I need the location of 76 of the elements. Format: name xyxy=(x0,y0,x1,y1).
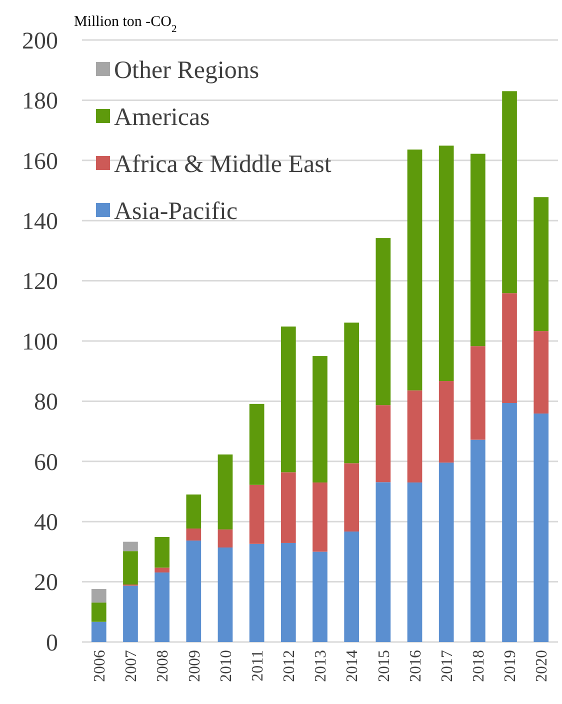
bar xyxy=(249,404,264,485)
legend-label: Americas xyxy=(114,104,210,131)
y-tick-label: 80 xyxy=(34,390,58,416)
bar xyxy=(218,454,233,530)
bar xyxy=(186,528,202,541)
bar xyxy=(312,482,328,552)
x-tick-label: 2019 xyxy=(502,650,520,682)
legend-label: Africa & Middle East xyxy=(114,150,332,178)
bar xyxy=(470,346,486,440)
x-tick-label: 2017 xyxy=(438,650,456,682)
x-tick-label: 2008 xyxy=(154,650,172,682)
legend-label: Asia-Pacific xyxy=(114,198,238,225)
bar xyxy=(376,238,391,406)
bar xyxy=(123,542,138,552)
y-tick-label: 200 xyxy=(22,28,58,54)
x-tick-label: 2006 xyxy=(92,650,108,682)
bar xyxy=(344,532,360,642)
x-tick-label: 2020 xyxy=(534,650,551,682)
bar xyxy=(376,482,391,642)
bar xyxy=(218,547,233,642)
bar xyxy=(91,622,106,642)
bar xyxy=(186,540,202,642)
x-tick-label: 2010 xyxy=(218,650,235,682)
x-tick-label: 2011 xyxy=(249,650,266,682)
y-axis-title: Million ton -CO$_{2}$ xyxy=(74,14,177,34)
bar xyxy=(344,463,360,532)
bar xyxy=(249,484,264,544)
bar xyxy=(407,150,422,390)
bar xyxy=(502,403,517,642)
y-tick-label: 40 xyxy=(34,510,58,536)
bar xyxy=(438,146,454,382)
bar xyxy=(154,536,170,568)
bar xyxy=(123,586,138,642)
bar xyxy=(312,552,328,642)
y-tick-label: 0 xyxy=(46,630,58,656)
x-tick-label: 2007 xyxy=(123,650,140,682)
x-tick-label: 2014 xyxy=(344,650,362,682)
y-tick-label: 140 xyxy=(22,209,58,235)
y-tick-label: 20 xyxy=(34,570,58,596)
bar xyxy=(438,462,454,642)
bar xyxy=(407,390,422,482)
bar xyxy=(91,589,106,603)
bar xyxy=(280,472,296,543)
x-tick-label: 2018 xyxy=(470,650,488,682)
bar xyxy=(280,542,296,642)
bar xyxy=(407,482,422,642)
bar xyxy=(344,322,360,464)
bar xyxy=(312,356,328,482)
bar xyxy=(376,405,391,482)
bar xyxy=(154,568,170,572)
x-tick-label: 2016 xyxy=(407,650,424,682)
bar xyxy=(470,154,486,346)
bar xyxy=(502,91,517,294)
y-tick-label: 160 xyxy=(22,148,58,175)
y-tick-label: 120 xyxy=(22,269,58,296)
x-tick-label: 2013 xyxy=(312,650,330,682)
x-tick-label: 2012 xyxy=(281,650,298,682)
x-tick-label: 2009 xyxy=(186,650,204,682)
bar xyxy=(534,197,549,332)
bar xyxy=(249,544,264,642)
bar xyxy=(123,551,138,585)
x-tick-label: 2015 xyxy=(376,650,393,682)
bar xyxy=(470,440,486,642)
y-tick-label: 60 xyxy=(34,450,58,476)
bar xyxy=(186,494,202,529)
y-tick-label: 100 xyxy=(22,329,58,356)
legend-label: Other Regions xyxy=(114,56,260,84)
bar xyxy=(534,331,549,414)
bar xyxy=(154,572,170,642)
y-tick-label: 180 xyxy=(22,88,58,115)
bar xyxy=(91,602,106,622)
bar xyxy=(218,529,233,548)
bar xyxy=(534,414,549,642)
bar xyxy=(438,381,454,463)
bar xyxy=(280,326,296,472)
bar xyxy=(502,293,517,404)
